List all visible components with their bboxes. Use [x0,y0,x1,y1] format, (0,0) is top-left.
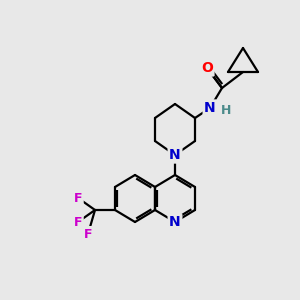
Text: N: N [169,215,181,229]
Text: F: F [74,215,82,229]
Text: F: F [84,227,92,241]
Text: N: N [204,101,216,115]
Text: O: O [201,61,213,75]
Text: N: N [169,148,181,162]
Text: H: H [221,103,231,116]
Text: F: F [74,191,82,205]
